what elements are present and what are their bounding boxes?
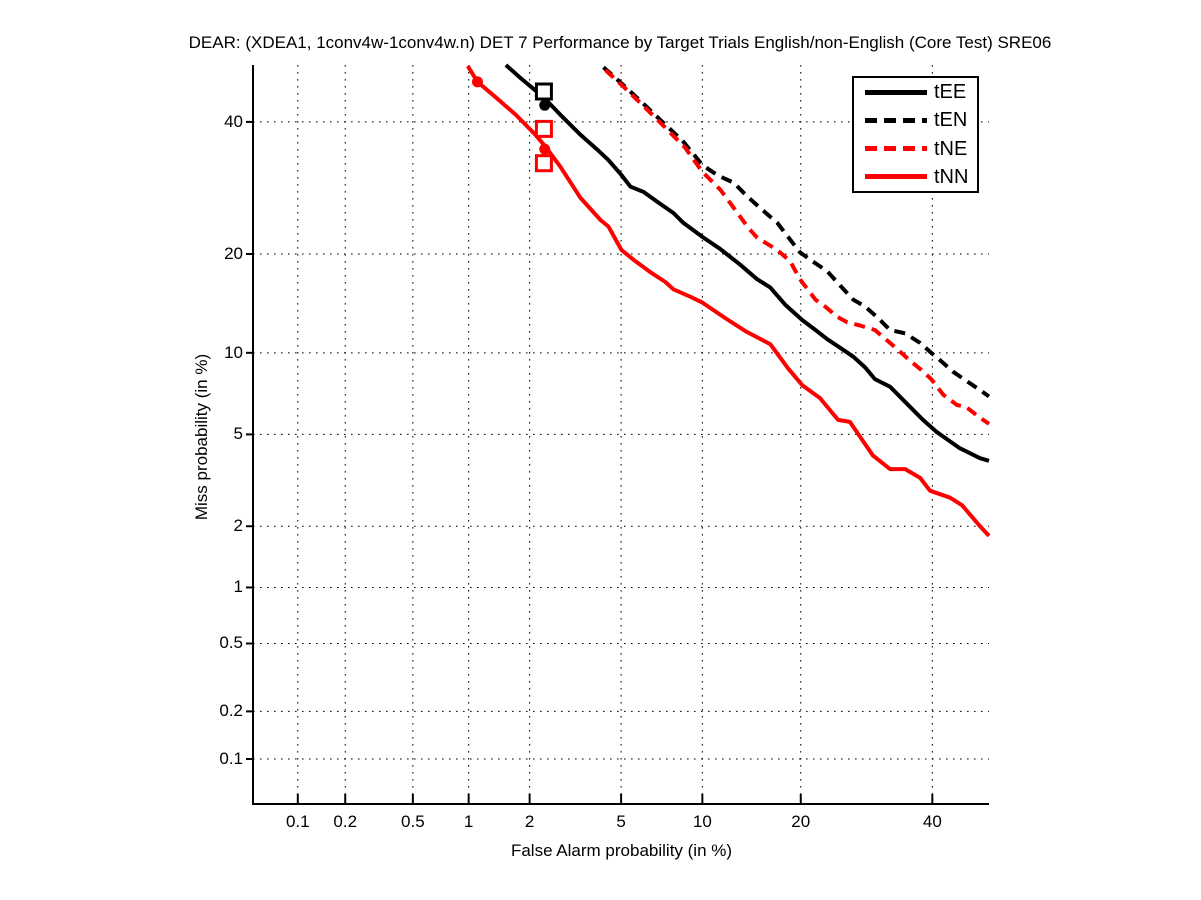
x-tick-label-20: 20 [791, 812, 811, 831]
legend-line-sample-tEN [865, 117, 927, 123]
legend-line-sample-tEE [865, 89, 927, 95]
legend-item-tEE: tEE [854, 78, 977, 106]
marker-square-tNE [534, 119, 553, 138]
x-tick-label-5: 5 [616, 812, 626, 831]
y-tick-label-0.1: 0.1 [219, 749, 243, 769]
legend-line-sample-tNE [865, 146, 927, 152]
legend-item-label: tEE [934, 81, 967, 104]
x-tick-label-2: 2 [524, 812, 535, 831]
curve-tNN [466, 65, 991, 538]
legend-item-label: tEN [934, 109, 968, 132]
legend: tEE tEN tNE tNN [852, 76, 979, 193]
x-tick-label-0.1: 0.1 [285, 812, 310, 831]
y-tick-label-10: 10 [224, 342, 243, 362]
legend-item-label: tNE [934, 137, 968, 160]
marker-dot-tNN [539, 143, 551, 155]
y-tick-label-2: 2 [233, 516, 243, 536]
marker-dot-tNN [471, 76, 483, 88]
y-tick-label-20: 20 [224, 244, 243, 263]
marker-square-tNN [534, 154, 553, 173]
legend-item-label: tNN [934, 165, 969, 188]
legend-line-sample-tNN [865, 174, 927, 180]
chart-title: DEAR: (XDEA1, 1conv4w-1conv4w.n) DET 7 P… [188, 33, 1052, 52]
x-tick-label-1: 1 [463, 812, 474, 831]
y-tick-label-40: 40 [224, 111, 243, 131]
x-axis-label: False Alarm probability (in %) [510, 841, 733, 860]
curve-tNE [604, 68, 991, 426]
curve-tEE [504, 63, 990, 463]
y-tick-label-1: 1 [233, 577, 243, 597]
marker-dot-tEE [539, 99, 551, 111]
y-tick-label-5: 5 [233, 424, 243, 444]
y-tick-label-0.2: 0.2 [219, 701, 243, 721]
legend-item-tNE: tNE [854, 135, 977, 163]
y-tick-label-0.5: 0.5 [219, 633, 243, 653]
curve-tEN [602, 65, 991, 399]
legend-item-tNN: tNN [854, 163, 977, 191]
marker-square-tEE [534, 82, 553, 101]
x-tick-label-0.5: 0.5 [401, 812, 425, 831]
x-tick-label-0.2: 0.2 [333, 812, 358, 831]
legend-item-tEN: tEN [854, 106, 977, 134]
x-tick-label-40: 40 [922, 812, 942, 831]
x-tick-label-10: 10 [692, 812, 712, 831]
